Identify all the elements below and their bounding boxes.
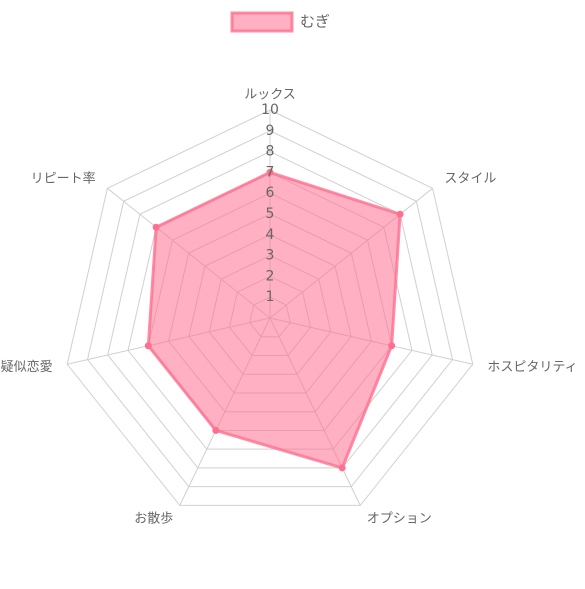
grid-line xyxy=(86,130,454,488)
y-tick-label: 7 xyxy=(266,164,275,180)
data-point xyxy=(388,342,396,350)
data-point xyxy=(212,426,220,434)
data-point xyxy=(144,342,152,350)
y-tick-label: 8 xyxy=(266,144,275,160)
y-tick-label: 6 xyxy=(266,185,275,201)
grid-line xyxy=(107,151,433,469)
legend-swatch xyxy=(230,11,294,33)
data-point xyxy=(338,464,346,472)
category-label: 疑似恋愛 xyxy=(1,359,53,375)
y-tick-label: 4 xyxy=(266,227,275,243)
y-tick-label: 1 xyxy=(266,289,275,305)
category-label: リピート率 xyxy=(31,170,96,186)
y-tick-label: 10 xyxy=(261,102,279,118)
y-tick-label: 9 xyxy=(266,123,275,139)
y-tick-label: 3 xyxy=(266,248,275,264)
data-point xyxy=(266,168,274,176)
y-tick-label: 5 xyxy=(266,206,275,222)
legend-label: むぎ xyxy=(300,13,330,31)
data-point xyxy=(396,210,404,218)
series-area xyxy=(146,170,402,470)
data-point xyxy=(152,223,160,231)
y-tick-label: 2 xyxy=(266,268,275,284)
category-label: オプション xyxy=(367,511,432,526)
category-label: ホスピタリティ xyxy=(487,360,577,375)
grid-line xyxy=(66,109,474,506)
category-label: ルックス xyxy=(244,88,296,103)
category-label: お散歩 xyxy=(134,511,173,526)
category-label: スタイル xyxy=(444,171,496,186)
